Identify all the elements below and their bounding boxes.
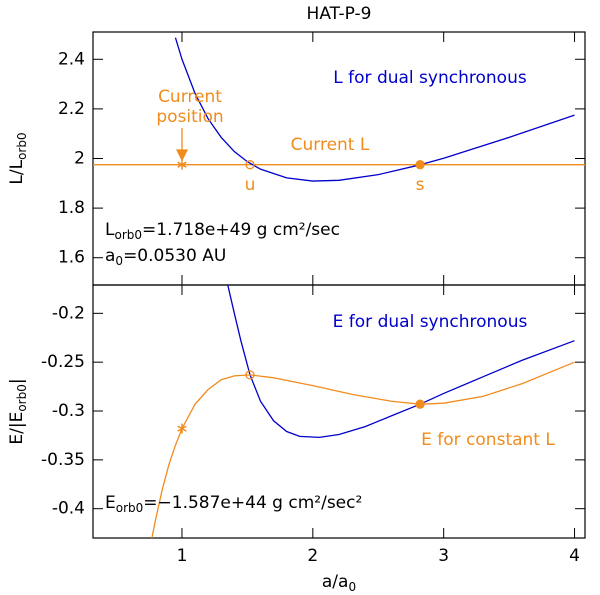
- annotation-part: Current L: [291, 135, 370, 155]
- y-axis-label: E/|Eorb0|: [7, 378, 29, 444]
- y-tick-label: -0.35: [41, 450, 85, 470]
- x-axis-label-part: a/a: [322, 572, 349, 592]
- annotation-part: a: [105, 246, 115, 266]
- annotation: u: [245, 175, 256, 195]
- star-marker: [177, 423, 187, 434]
- annotation-part: E for constant L: [421, 430, 555, 450]
- x-tick-label: 4: [569, 546, 580, 566]
- filled-circle: [415, 160, 425, 170]
- y-tick-label: -0.4: [52, 499, 85, 519]
- star-stroke: [177, 161, 187, 168]
- series-line: [227, 285, 575, 439]
- arrow: [175, 128, 189, 162]
- annotation-part: position: [156, 107, 223, 127]
- filled-circle: [415, 399, 425, 409]
- y-axis-label-part: E/|E: [7, 412, 27, 445]
- series-line: [151, 361, 575, 538]
- y-tick-label: -0.3: [52, 401, 85, 421]
- y-axis-label: L/Lorb0: [7, 132, 29, 184]
- x-axis-label: a/a0: [322, 572, 356, 594]
- annotation-part: 0: [115, 254, 123, 268]
- annotation-part: orb0: [116, 501, 144, 515]
- y-axis-label-part: L/L: [7, 159, 27, 184]
- annotation-part: =1.718e+49 g cm²/sec: [142, 220, 340, 240]
- star-stroke: [177, 425, 187, 432]
- chart-title: HAT-P-9: [307, 4, 372, 24]
- annotation: L for dual synchronous: [333, 68, 527, 88]
- plot-area: [151, 285, 575, 538]
- annotation: a0=0.0530 AU: [105, 246, 226, 268]
- annotation: Current: [158, 87, 222, 107]
- annotation-part: s: [416, 175, 425, 195]
- x-tick-label: 1: [177, 546, 188, 566]
- annotation: s: [416, 175, 425, 195]
- annotation-part: E for dual synchronous: [333, 312, 528, 332]
- y-tick-label: 1.8: [58, 198, 85, 218]
- annotation: Lorb0=1.718e+49 g cm²/sec: [105, 220, 340, 242]
- series-line: [174, 37, 575, 182]
- y-axis-label-part: orb0: [15, 384, 29, 412]
- annotation: E for constant L: [421, 430, 555, 450]
- y-tick-label: 1.6: [58, 248, 85, 268]
- y-tick-label: 2.4: [58, 49, 85, 69]
- y-tick-label: -0.25: [41, 352, 85, 372]
- annotation-part: orb0: [114, 228, 142, 242]
- annotation-part: =0.0530 AU: [123, 246, 226, 266]
- annotation-part: L: [105, 220, 115, 240]
- y-tick-label: 2.2: [58, 99, 85, 119]
- annotation-part: L for dual synchronous: [333, 68, 527, 88]
- x-axis-label-part: 0: [348, 580, 356, 594]
- annotation: E for dual synchronous: [333, 312, 528, 332]
- y-tick-label: 2: [74, 149, 85, 169]
- annotation: Eorb0=−1.587e+44 g cm²/sec²: [105, 493, 362, 515]
- arrow-head: [175, 149, 189, 162]
- plot-area: [93, 37, 585, 182]
- annotation-part: =−1.587e+44 g cm²/sec²: [143, 493, 362, 513]
- y-axis-label-part: orb0: [15, 132, 29, 160]
- annotation-part: u: [245, 175, 256, 195]
- x-tick-label: 3: [438, 546, 449, 566]
- open-circle: [245, 160, 255, 170]
- x-tick-label: 2: [307, 546, 318, 566]
- annotation-part: E: [105, 493, 116, 513]
- annotation: position: [156, 107, 223, 127]
- open-circle: [245, 370, 255, 380]
- annotation: Current L: [291, 135, 370, 155]
- y-axis-label-part: |: [7, 378, 27, 384]
- y-tick-label: -0.2: [52, 303, 85, 323]
- annotation-part: Current: [158, 87, 222, 107]
